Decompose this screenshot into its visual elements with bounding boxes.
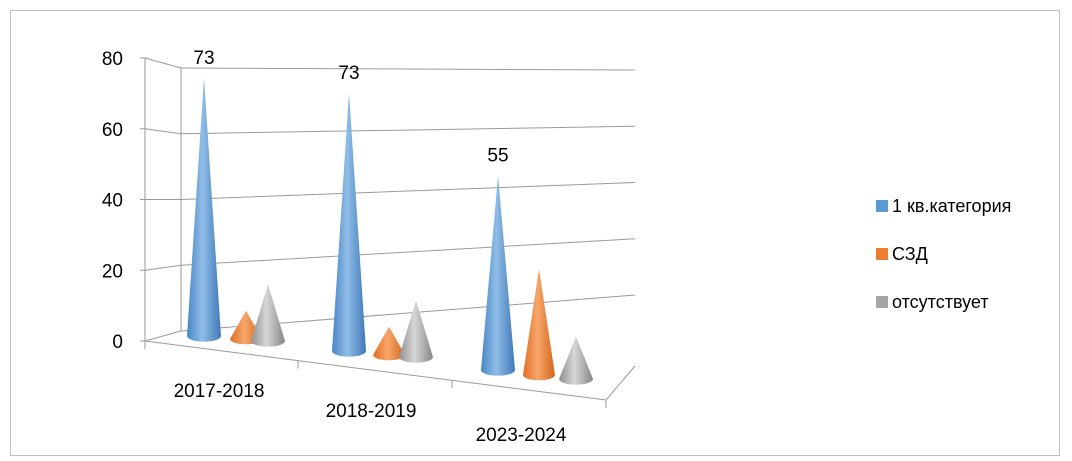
- legend-swatch-1: [876, 200, 888, 212]
- chart-frame: 0 20 40 60 80 73 73 55 2017-2018 2018-2019 2023-20…: [10, 10, 1060, 456]
- legend-swatch-3: [876, 296, 888, 308]
- data-label: 73: [338, 63, 359, 84]
- cone-3-2: [399, 300, 433, 363]
- gridline: [180, 67, 636, 71]
- y-tick-label: 20: [102, 261, 123, 282]
- side-gridline: [144, 264, 182, 271]
- data-label: 73: [193, 48, 214, 69]
- x-category-label: 2018-2019: [326, 401, 417, 422]
- gridline: [180, 238, 636, 266]
- cone-1-1: [187, 77, 221, 342]
- chart-plot: 0 20 40 60 80 73 73 55 2017-2018 2018-2019 2023-20…: [102, 48, 636, 446]
- y-tick-label: 40: [102, 191, 123, 212]
- gridline: [180, 125, 636, 135]
- cone-3-3: [559, 336, 593, 385]
- x-category-label: 2023-2024: [476, 425, 567, 446]
- legend-label-3: отсутствует: [892, 291, 989, 312]
- y-tick-label: 0: [112, 332, 123, 353]
- legend-item-2: СЗД: [876, 242, 1011, 266]
- legend-item-1: 1 кв.категория: [876, 194, 1011, 218]
- y-tick-label: 60: [102, 120, 123, 141]
- legend-item-3: отсутствует: [876, 290, 1011, 314]
- legend-label-1: 1 кв.категория: [892, 195, 1012, 216]
- side-gridline: [144, 330, 182, 342]
- side-gridline: [144, 128, 182, 135]
- legend-label-2: СЗД: [892, 243, 928, 264]
- cone-2-2: [373, 326, 405, 361]
- cone-1-3: [481, 175, 515, 376]
- data-label: 55: [487, 145, 508, 166]
- legend-swatch-2: [876, 248, 888, 260]
- gridline: [180, 182, 636, 200]
- legend: 1 кв.категория СЗД отсутствует: [876, 194, 1011, 338]
- x-category-label: 2017-2018: [174, 381, 265, 402]
- side-gridline: [144, 57, 182, 69]
- cone-2-3: [523, 268, 555, 381]
- y-tick-label: 80: [102, 49, 123, 70]
- cone-1-2: [332, 92, 366, 357]
- cone-3-1: [251, 284, 285, 347]
